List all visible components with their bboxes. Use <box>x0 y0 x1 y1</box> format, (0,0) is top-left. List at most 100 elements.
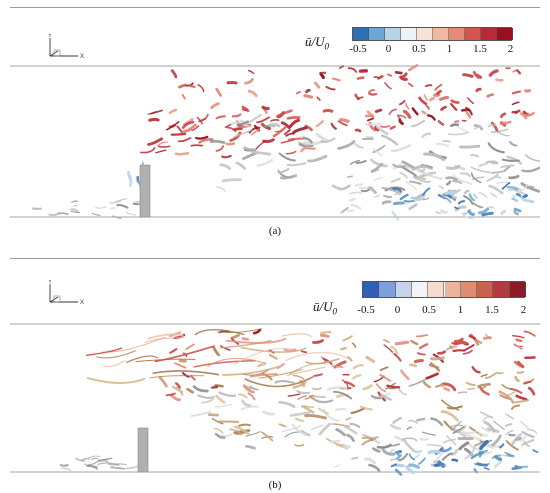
vortex-structure <box>372 144 386 154</box>
vortex-structure <box>526 185 535 190</box>
vortex-structure <box>157 141 168 147</box>
vortex-structure <box>233 129 253 138</box>
vortex-structure <box>410 119 426 128</box>
vortex-structure <box>346 175 354 178</box>
vortex-structure <box>170 132 187 136</box>
vortex-structure <box>429 96 435 102</box>
vortex-structure <box>481 426 491 433</box>
vortex-structure <box>285 132 295 137</box>
vortex-structure <box>418 168 426 173</box>
vortex-structure <box>440 399 460 411</box>
vortex-structure <box>433 92 441 97</box>
colorbar-segment <box>509 282 526 297</box>
colorbar-segment <box>401 28 417 40</box>
vortex-structure <box>211 345 220 357</box>
vortex-structure <box>287 137 305 141</box>
vortex-structure <box>70 210 81 214</box>
vortex-structure <box>127 174 133 188</box>
vortex-structure <box>438 95 449 101</box>
vortex-structure <box>250 150 272 156</box>
vortex-structure <box>523 111 535 117</box>
vortex-structure <box>392 416 403 424</box>
vortex-structure <box>294 417 304 423</box>
vortex-structure <box>394 70 403 75</box>
vortex-structure <box>135 358 196 363</box>
vortex-structure <box>198 137 214 144</box>
vortex-structure <box>422 163 433 170</box>
colorbar-tick-label: -0.5 <box>349 43 367 55</box>
vortex-structure <box>390 463 398 468</box>
vortex-structure <box>402 109 412 119</box>
colorbar-segment <box>428 282 445 297</box>
vortex-structure <box>226 337 287 344</box>
vortex-structure <box>354 142 364 149</box>
vortex-structure <box>403 199 415 203</box>
vortex-structure <box>243 369 269 376</box>
colorbar-segment <box>411 282 429 297</box>
vortex-structure <box>337 140 356 150</box>
vortex-structure <box>445 180 452 186</box>
vortex-structure <box>262 410 275 416</box>
colorbar-segment <box>477 282 494 297</box>
vortex-structure <box>373 439 381 444</box>
vortex-structure <box>437 350 446 355</box>
vortex-structure <box>487 142 505 154</box>
vortex-structure <box>468 193 476 202</box>
vortex-structure <box>381 447 396 456</box>
vortex-structure <box>268 353 278 360</box>
vortex-structure <box>283 348 297 352</box>
vortex-structure <box>345 416 352 421</box>
vortex-structure <box>331 77 341 82</box>
vortex-structure <box>398 388 408 396</box>
vortex-structure <box>354 183 363 187</box>
vortex-structure <box>488 69 499 77</box>
vortex-structure <box>210 102 220 109</box>
vortex-structure <box>174 151 190 156</box>
colorbar-segment <box>465 28 481 40</box>
vortex-structure <box>281 333 313 338</box>
vortex-structure <box>372 148 383 157</box>
vortex-structure <box>218 391 237 398</box>
vortex-structure <box>470 154 480 158</box>
vortex-structure <box>488 184 504 195</box>
vortex-structure <box>190 375 196 381</box>
vortex-structure <box>197 84 205 93</box>
panel-a-colorbar-label-main: ū/U <box>305 34 325 49</box>
vortex-structure <box>425 104 430 110</box>
vortex-structure <box>405 181 418 191</box>
vortex-structure <box>256 158 274 167</box>
colorbar-segment <box>493 282 510 297</box>
vortex-structure <box>407 64 419 72</box>
vortex-structure <box>154 345 215 363</box>
panel-b-x-axis-letter: X <box>80 300 84 306</box>
vortex-structure <box>356 96 364 101</box>
vortex-structure <box>96 350 136 359</box>
vortex-structure <box>450 102 458 111</box>
vortex-structure <box>349 191 363 195</box>
vortex-structure <box>339 118 350 123</box>
vortex-structure <box>244 77 254 85</box>
vortex-structure <box>408 463 420 469</box>
vortex-structure <box>110 466 126 470</box>
vortex-structure <box>445 176 458 182</box>
vortex-structure <box>399 193 409 201</box>
vortex-structure <box>457 200 466 205</box>
vortex-structure <box>366 117 374 122</box>
vortex-structure <box>86 377 146 384</box>
vortex-structure <box>418 457 426 465</box>
vortex-structure <box>244 385 253 390</box>
vortex-structure <box>230 333 240 340</box>
vortex-structure <box>302 136 313 144</box>
vortex-structure <box>441 452 453 461</box>
vortex-structure <box>356 76 365 80</box>
vortex-structure <box>181 372 190 378</box>
vortex-structure <box>298 142 314 148</box>
vortex-structure <box>389 448 395 454</box>
vortex-structure <box>424 172 443 180</box>
vortex-structure <box>521 430 535 439</box>
vortex-structure <box>103 360 126 368</box>
vortex-structure <box>73 205 79 207</box>
vortex-structure <box>506 185 519 191</box>
vortex-structure <box>408 419 419 424</box>
vortex-structure <box>207 413 219 417</box>
